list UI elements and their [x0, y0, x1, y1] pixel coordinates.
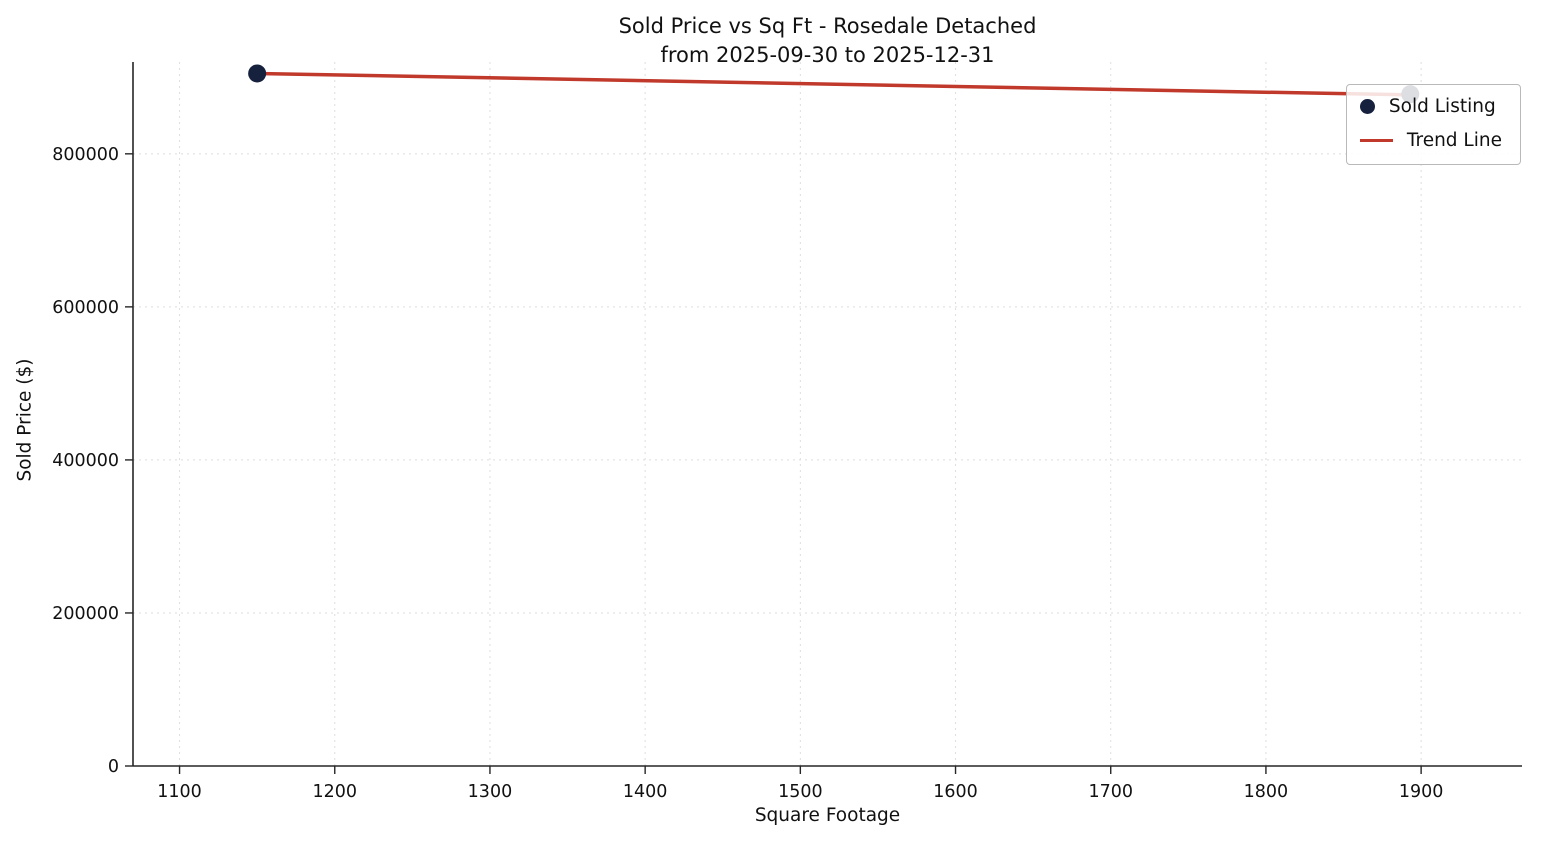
- trend-line-marker-icon: [1359, 139, 1393, 142]
- data-point: [248, 64, 267, 83]
- x-tick-label: 1800: [1244, 782, 1289, 802]
- legend-item-trend-line: Trend Line: [1359, 130, 1502, 151]
- x-axis-label: Square Footage: [754, 805, 901, 826]
- chart-title-line2: from 2025-09-30 to 2025-12-31: [660, 42, 995, 67]
- x-tick-label: 1900: [1399, 782, 1444, 802]
- x-tick-label: 1500: [778, 782, 823, 802]
- y-tick-label: 400000: [52, 451, 119, 471]
- y-tick-label: 200000: [52, 604, 119, 624]
- legend: Sold Listing Trend Line: [1345, 84, 1521, 165]
- scatter-marker-icon: [1359, 99, 1375, 114]
- trend-line: [255, 71, 1413, 97]
- legend-label-trend-line: Trend Line: [1406, 130, 1502, 151]
- legend-label-sold-listing: Sold Listing: [1388, 96, 1496, 117]
- x-tick-label: 1200: [312, 782, 357, 802]
- x-tick-label: 1700: [1088, 782, 1133, 802]
- y-axis-label: Sold Price ($): [14, 358, 36, 482]
- y-tick-label: 600000: [52, 298, 119, 318]
- chart-title-line1: Sold Price vs Sq Ft - Rosedale Detached: [618, 14, 1037, 38]
- y-tick-label: 800000: [52, 145, 119, 165]
- y-tick-label: 0: [108, 757, 119, 777]
- x-tick-label: 1100: [157, 782, 202, 802]
- legend-item-sold-listing: Sold Listing: [1359, 96, 1502, 117]
- x-tick-label: 1600: [933, 782, 978, 802]
- chart-title: Sold Price vs Sq Ft - Rosedale Detached …: [133, 12, 1522, 70]
- x-tick-label: 1400: [623, 782, 668, 802]
- x-tick-label: 1300: [468, 782, 513, 802]
